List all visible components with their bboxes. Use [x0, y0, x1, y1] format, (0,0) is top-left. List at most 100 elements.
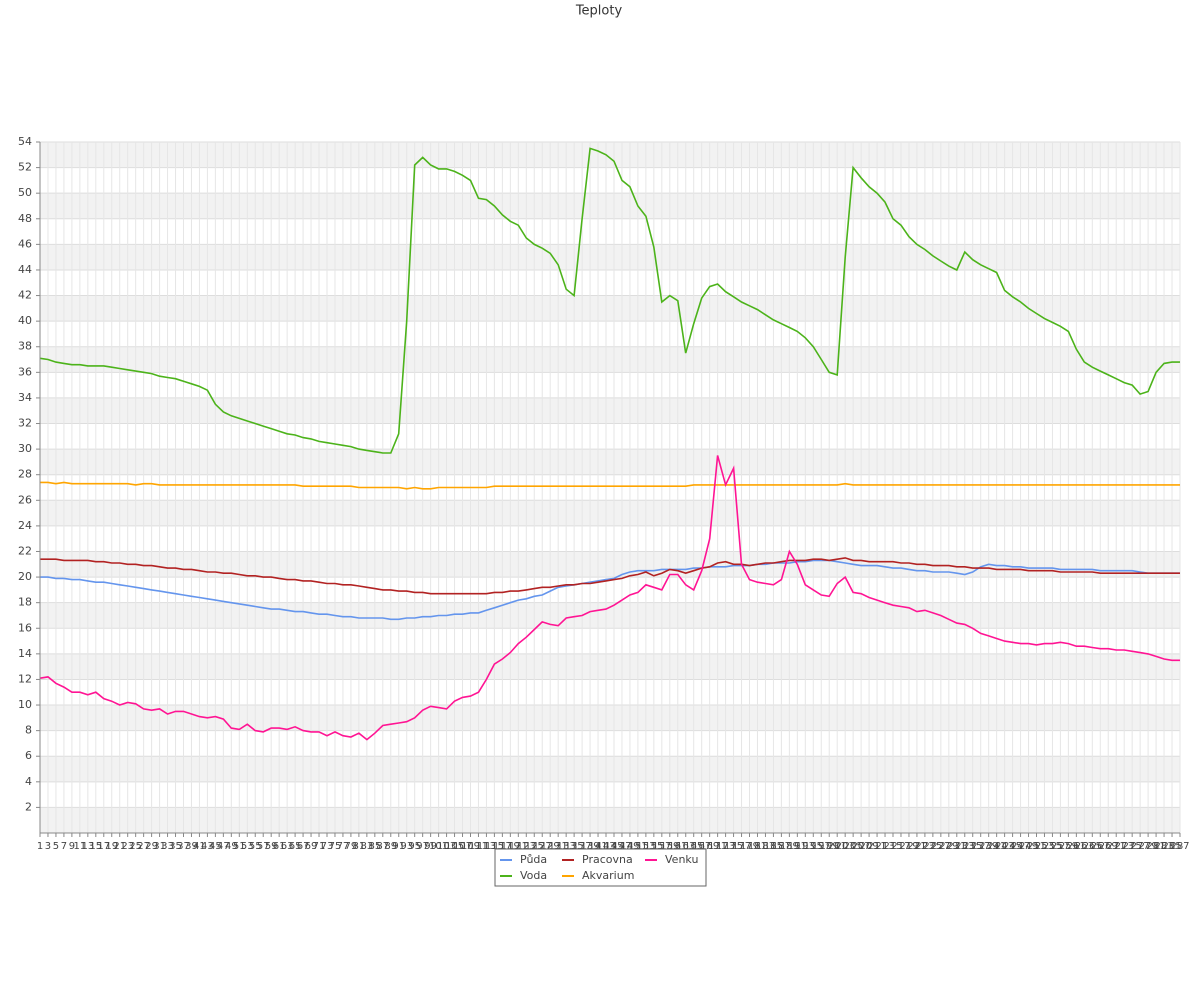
- x-tick-label: 31: [153, 841, 166, 852]
- x-tick-label: 11: [73, 841, 86, 852]
- x-tick-label: 75: [329, 841, 342, 852]
- x-tick-label: 131: [549, 841, 568, 852]
- x-tick-label: 5: [53, 841, 59, 852]
- x-tick-label: 3: [45, 841, 51, 852]
- grid-band: [40, 244, 1180, 270]
- grid-band: [40, 142, 1180, 168]
- x-tick-label: 43: [201, 841, 214, 852]
- x-tick-label: 237: [971, 841, 990, 852]
- x-tick-label: 29: [145, 841, 158, 852]
- y-tick-label: 2: [25, 800, 32, 813]
- y-tick-label: 48: [18, 212, 32, 225]
- x-tick-label: 143: [596, 841, 615, 852]
- y-tick-label: 40: [18, 314, 32, 327]
- x-tick-label: 173: [716, 841, 735, 852]
- x-tick-label: 205: [844, 841, 863, 852]
- x-tick-label: 51: [233, 841, 246, 852]
- x-tick-label: 245: [1003, 841, 1022, 852]
- x-tick-label: 61: [273, 841, 286, 852]
- x-tick-label: 17: [97, 841, 110, 852]
- x-tick-label: 53: [241, 841, 254, 852]
- x-tick-label: 145: [604, 841, 623, 852]
- x-tick-label: 283: [1155, 841, 1174, 852]
- x-tick-label: 263: [1075, 841, 1094, 852]
- x-tick-label: 189: [780, 841, 799, 852]
- x-tick-label: 209: [860, 841, 879, 852]
- y-tick-label: 6: [25, 749, 32, 762]
- series-line: [40, 557, 1180, 595]
- x-tick-label: 71: [313, 841, 326, 852]
- x-tick-label: 37: [177, 841, 190, 852]
- legend-label: Pracovna: [582, 853, 633, 866]
- series-line: [39, 147, 1180, 454]
- x-tick-label: 73: [321, 841, 334, 852]
- x-tick-label: 49: [225, 841, 238, 852]
- legend-box: [494, 848, 707, 887]
- x-tick-label: 187: [772, 841, 791, 852]
- x-tick-label: 203: [836, 841, 855, 852]
- x-tick-label: 97: [416, 841, 429, 852]
- x-tick-label: 27: [137, 841, 150, 852]
- x-tick-label: 165: [684, 841, 703, 852]
- x-tick-label: 255: [1043, 841, 1062, 852]
- x-tick-label: 273: [1115, 841, 1134, 852]
- x-tick-label: 99: [424, 841, 437, 852]
- x-tick-label: 207: [852, 841, 871, 852]
- y-tick-label: 52: [18, 161, 32, 174]
- grid-band: [40, 449, 1180, 475]
- x-tick-label: 219: [899, 841, 918, 852]
- x-tick-label: 267: [1091, 841, 1110, 852]
- x-tick-label: 153: [636, 841, 655, 852]
- x-tick-label: 201: [828, 841, 847, 852]
- x-tick-label: 91: [392, 841, 405, 852]
- x-tick-label: 217: [891, 841, 910, 852]
- x-tick-label: 119: [501, 841, 520, 852]
- x-tick-label: 191: [788, 841, 807, 852]
- y-tick-label: 12: [18, 672, 32, 685]
- y-tick-label: 30: [18, 442, 32, 455]
- grid-band: [40, 807, 1180, 833]
- grid-band: [40, 193, 1180, 219]
- x-tick-label: 107: [453, 841, 472, 852]
- x-tick-label: 199: [820, 841, 839, 852]
- x-tick-label: 171: [708, 841, 727, 852]
- x-tick-label: 151: [628, 841, 647, 852]
- x-tick-label: 65: [289, 841, 302, 852]
- y-tick-label: 26: [18, 493, 32, 506]
- x-tick-label: 59: [265, 841, 278, 852]
- x-tick-label: 87: [376, 841, 389, 852]
- grid-band: [40, 346, 1180, 373]
- y-tick-label: 46: [18, 237, 32, 250]
- x-tick-label: 25: [129, 841, 142, 852]
- x-tick-label: 243: [995, 841, 1014, 852]
- x-tick-label: 79: [345, 841, 358, 852]
- x-tick-label: 265: [1083, 841, 1102, 852]
- x-tick-label: 257: [1051, 841, 1070, 852]
- grid-band: [40, 397, 1180, 424]
- x-tick-label: 179: [740, 841, 759, 852]
- grid-band: [40, 551, 1180, 578]
- legend: Půda Voda Pracovna Akvarium Venku: [500, 853, 698, 882]
- y-tick-label: 16: [18, 621, 32, 634]
- x-tick-label: 103: [437, 841, 456, 852]
- x-tick-label: 89: [384, 841, 397, 852]
- x-tick-label: 261: [1067, 841, 1086, 852]
- x-tick-label: 147: [612, 841, 631, 852]
- x-tick-label: 1: [37, 841, 43, 852]
- x-tick-label: 95: [408, 841, 421, 852]
- y-tick-label: 32: [18, 417, 32, 430]
- y-tick-label: 14: [18, 647, 32, 660]
- x-tick-label: 19: [105, 841, 118, 852]
- y-tick-label: 38: [18, 340, 32, 353]
- x-tick-label: 83: [360, 841, 373, 852]
- axes: [39, 142, 1180, 834]
- x-tick-label: 277: [1131, 841, 1150, 852]
- x-tick-label: 121: [509, 841, 528, 852]
- x-tick-label: 161: [668, 841, 687, 852]
- x-tick-label: 137: [573, 841, 592, 852]
- x-tick-label: 271: [1107, 841, 1126, 852]
- x-tick-label: 211: [868, 841, 887, 852]
- x-tick-label: 163: [676, 841, 695, 852]
